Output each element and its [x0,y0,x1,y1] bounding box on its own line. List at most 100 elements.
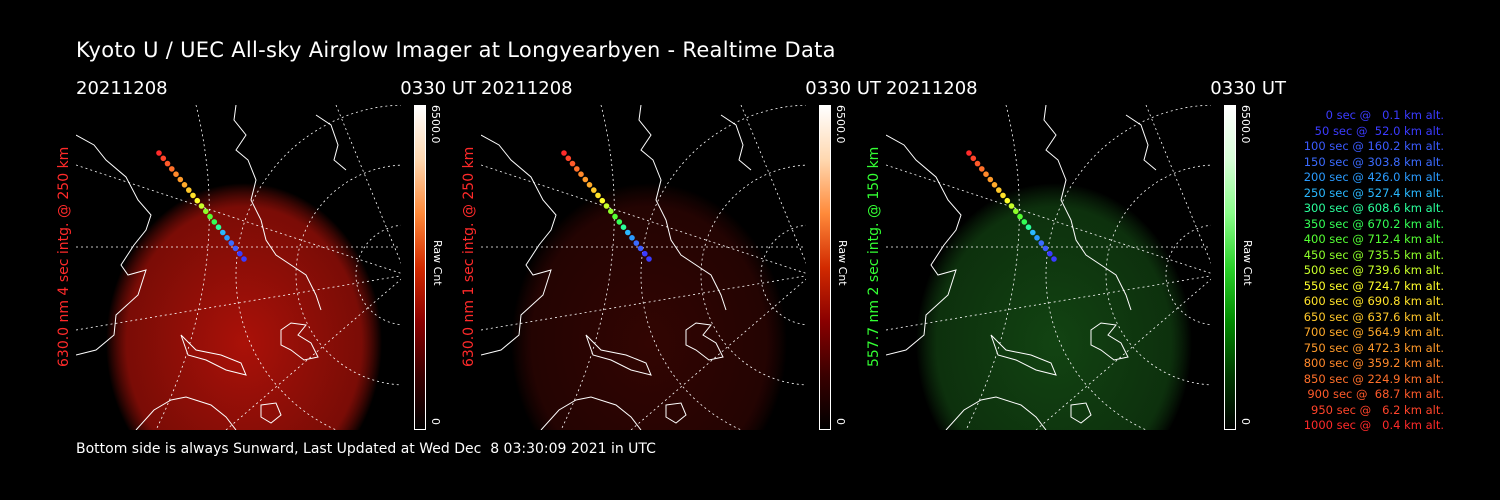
trajectory-point [190,192,196,199]
trajectory-point [620,224,627,230]
coastline [886,105,1157,430]
rocket-trajectory [561,150,652,262]
legend-row: 800 sec @ 359.2 km alt. [1303,356,1444,370]
airglow-image [916,183,1192,430]
allsky-map [481,105,806,430]
panel-time: 0330 UT [805,78,881,99]
trajectory-point [1030,229,1036,236]
trajectory-point [633,240,640,246]
legend-row: 600 sec @ 690.8 km alt. [1303,294,1444,308]
colorbar-max: 6500.0 [429,105,442,144]
coordinate-grid [886,105,1211,430]
legend-row: 250 sec @ 527.4 km alt. [1303,185,1444,200]
trajectory-point [194,197,201,204]
colorbar-min: 0 [834,418,847,425]
trajectory-point [241,256,247,262]
trajectory-point [616,219,623,225]
colorbar [1224,105,1236,430]
legend-row: 900 sec @ 68.7 km alt. [1307,387,1444,401]
legend-row: 500 sec @ 739.6 km alt. [1303,263,1444,277]
colorbar-max: 6500.0 [1239,105,1252,144]
trajectory-point [586,182,593,188]
rocket-trajectory [156,150,247,262]
trajectory-point [608,208,614,215]
page-title: Kyoto U / UEC All-sky Airglow Imager at … [76,38,836,62]
trajectory-point [642,250,648,257]
trajectory-point [970,155,977,162]
trajectory-point [198,203,205,209]
trajectory-point [156,150,162,156]
trajectory-point [160,155,167,162]
trajectory-point [603,203,610,209]
trajectory-point [1004,197,1011,204]
legend-row: 400 sec @ 712.4 km alt. [1303,232,1444,246]
airglow-image [511,183,787,430]
colorbar [414,105,426,430]
trajectory-point [561,150,567,156]
panel-date: 20211208 [886,78,978,99]
coordinate-grid [481,105,806,430]
airglow-panel-2: 20211208 0330 UT [481,78,881,430]
colorbar-min: 0 [429,418,442,425]
coordinate-grid [76,105,401,430]
trajectory-point [974,160,981,167]
trajectory-point [186,187,192,193]
legend-row: 150 sec @ 303.8 km alt. [1303,154,1444,169]
trajectory-point [181,182,188,188]
trajectory-point [211,219,218,225]
trajectory-point [612,213,618,220]
trajectory-point [582,176,589,183]
legend-row: 650 sec @ 637.6 km alt. [1303,309,1444,324]
colorbar-unit: Raw Cnt [431,240,444,286]
trajectory-point [173,171,179,177]
trajectory-point [224,235,230,241]
panel-3-ylabel: 557.7 nm 2 sec intg. @ 150 km [866,146,882,367]
trajectory-point [1021,219,1028,225]
airglow-panel-1: 20211208 0330 UT [76,78,476,430]
trajectory-point [164,160,171,167]
colorbar-unit: Raw Cnt [1241,240,1254,286]
trajectory-point [599,197,606,204]
trajectory-point [595,192,601,199]
trajectory-point [228,240,235,246]
legend-row: 350 sec @ 670.2 km alt. [1303,216,1444,231]
trajectory-point [591,187,597,193]
trajectory-point [646,256,652,262]
trajectory-point [637,245,644,252]
airglow-panel-3: 20211208 0330 UT [886,78,1286,430]
legend-row: 300 sec @ 608.6 km alt. [1303,201,1444,215]
panel-1-ylabel: 630.0 nm 4 sec intg. @ 250 km [56,146,72,367]
trajectory-point [1034,235,1040,241]
trajectory-point [966,150,972,156]
legend-row: 550 sec @ 724.7 km alt. [1303,278,1444,293]
panel-date: 20211208 [76,78,168,99]
rocket-trajectory [966,150,1057,262]
trajectory-point [569,160,576,167]
trajectory-point [1047,250,1053,257]
trajectory-point [996,187,1002,193]
trajectory-point [169,166,175,172]
airglow-image [106,183,382,430]
trajectory-point [203,208,209,215]
trajectory-point [979,166,985,172]
panel-2-ylabel: 630.0 nm 1 sec intg. @ 250 km [461,146,477,367]
trajectory-point [1013,208,1019,215]
panel-time: 0330 UT [1210,78,1286,99]
trajectory-point [1017,213,1023,220]
legend-row: 450 sec @ 735.5 km alt. [1303,247,1444,262]
trajectory-point [565,155,572,162]
panel-date: 20211208 [481,78,573,99]
trajectory-point [629,235,635,241]
trajectory-point [232,245,239,252]
colorbar [819,105,831,430]
trajectory-point [220,229,226,236]
legend-row: 50 sec @ 52.0 km alt. [1314,123,1444,138]
legend-row: 950 sec @ 6.2 km alt. [1311,402,1444,417]
colorbar-min: 0 [1239,418,1252,425]
trajectory-point [207,213,213,220]
trajectory-point [1008,203,1015,209]
trajectory-point [987,176,994,183]
legend-row: 1000 sec @ 0.4 km alt. [1303,418,1444,432]
legend-row: 850 sec @ 224.9 km alt. [1303,371,1444,386]
trajectory-point [983,171,989,177]
